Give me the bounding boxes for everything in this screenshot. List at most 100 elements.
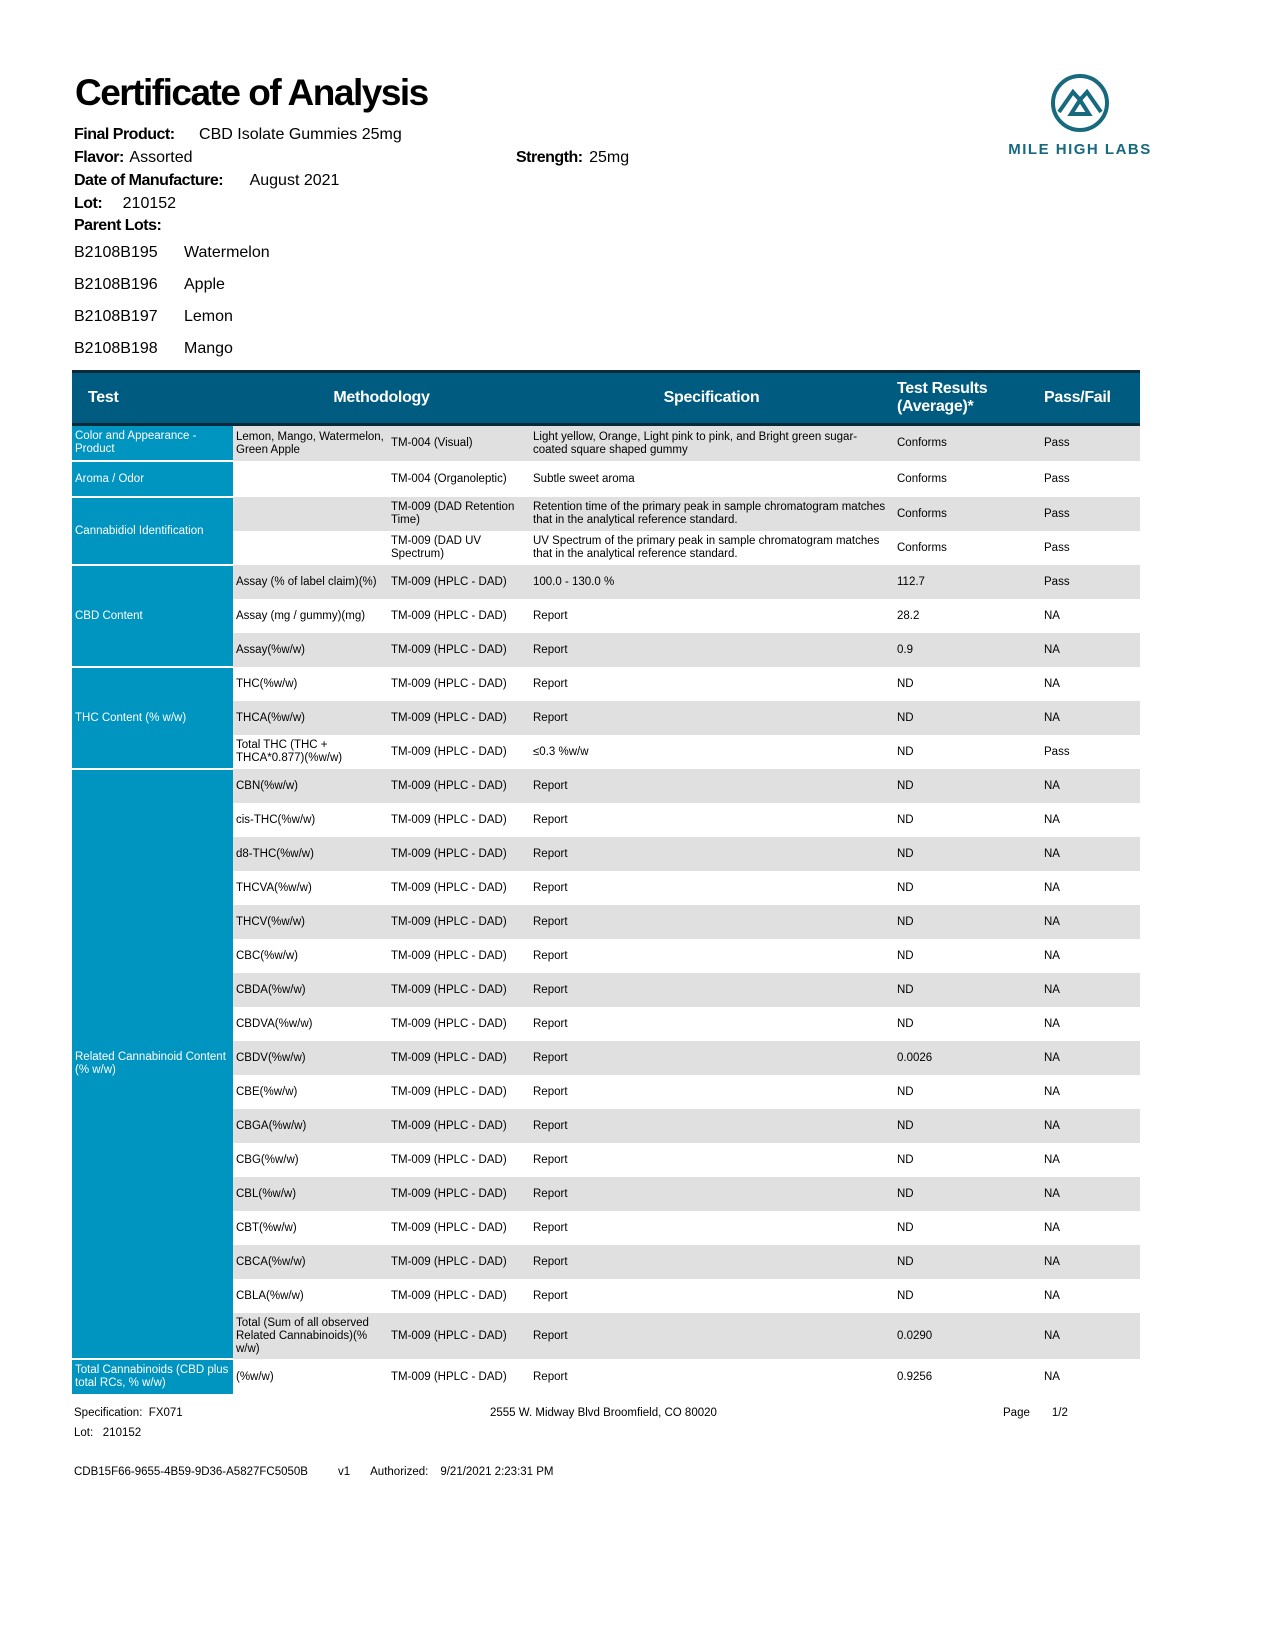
table-row: Assay(%w/w) TM-009 (HPLC - DAD) Report 0.9 N… [72,633,1140,667]
specification: Retention time of the primary peak in sa… [530,497,893,531]
pass-fail: NA [1040,701,1140,735]
sub-test: CBGA(%w/w) [233,1109,388,1143]
test-result: ND [897,745,914,758]
table-row: Assay (mg / gummy)(mg) TM-009 (HPLC - DAD… [72,599,1140,633]
pass-fail: NA [1044,881,1060,894]
table-row: CBGA(%w/w) TM-009 (HPLC - DAD) Report ND NA [72,1109,1140,1143]
header-methodology: Methodology [233,370,530,426]
footer-address: 2555 W. Midway Blvd Broomfield, CO 80020 [490,1407,717,1419]
pass-fail: NA [1040,1109,1140,1143]
parent-lot: B2108B195 Watermelon [74,244,270,261]
sub-test: CBT(%w/w) [236,1221,297,1234]
test-result: ND [893,1109,1040,1143]
pass-fail: NA [1044,609,1060,622]
pass-fail: NA [1040,1245,1140,1279]
table-row: CBDA(%w/w) TM-009 (HPLC - DAD) Report ND NA [72,973,1140,1007]
test-name: Color and Appearance - Product [72,424,233,462]
pass-fail: Pass [1044,472,1070,485]
methodology: TM-009 (HPLC - DAD) [388,973,530,1007]
test-name: CBD Content [72,565,233,668]
test-result: 0.9 [893,633,1040,667]
pass-fail: Pass [1040,424,1140,461]
header-results: Test Results (Average)* [893,370,1040,426]
table-row: THCVA(%w/w) TM-009 (HPLC - DAD) Report ND NA [72,871,1140,905]
specification: Report [533,1017,568,1030]
test-result: Conforms [893,497,1040,531]
specification: Report [530,1177,893,1211]
sub-test: CBG(%w/w) [236,1153,299,1166]
header-pass-fail: Pass/Fail [1040,370,1140,426]
table-row: CBG(%w/w) TM-009 (HPLC - DAD) Report ND NA [72,1143,1140,1177]
test-name: THC Content (% w/w) [72,667,233,770]
pass-fail: NA [1040,1177,1140,1211]
sub-test: Total THC (THC + THCA*0.877)(%w/w) [236,739,343,764]
specification: Report [533,1289,568,1302]
date-of-manufacture: Date of Manufacture: August 2021 [74,172,340,189]
table-row: CBCA(%w/w) TM-009 (HPLC - DAD) Report ND NA [72,1245,1140,1279]
test-result: ND [893,701,1040,735]
specification: Report [533,677,568,690]
sub-test: Assay (mg / gummy)(mg) [236,609,366,622]
sub-test: cis-THC(%w/w) [236,813,316,826]
parent-lot: B2108B196 Apple [74,276,225,293]
specification: Report [533,949,568,962]
strength: Strength: 25mg [516,149,630,166]
sub-test [233,531,388,565]
table-row: CBDV(%w/w) TM-009 (HPLC - DAD) Report 0.002… [72,1041,1140,1075]
logo-text: MILE HIGH LABS [1008,141,1152,158]
specification: Report [533,1085,568,1098]
specification: Report [533,881,568,894]
methodology: TM-009 (HPLC - DAD) [391,1289,507,1302]
specification: Report [533,813,568,826]
test-result: ND [897,881,914,894]
specification: ≤0.3 %w/w [533,745,589,758]
test-result: ND [893,1177,1040,1211]
specification: Report [530,973,893,1007]
methodology: TM-009 (HPLC - DAD) [388,769,530,803]
table-row: Related Cannabinoid Content (% w/w) CBN(%… [72,769,1140,1360]
methodology: TM-009 (HPLC - DAD) [391,609,507,622]
pass-fail: NA [1040,1041,1140,1075]
pass-fail: NA [1044,677,1060,690]
methodology: TM-009 (HPLC - DAD) [388,701,530,735]
test-result: Conforms [897,472,947,485]
table-row: d8-THC(%w/w) TM-009 (HPLC - DAD) Report ND N… [72,837,1140,871]
methodology: TM-009 (HPLC - DAD) [391,1370,507,1383]
specification: 100.0 - 130.0 % [530,565,893,599]
specification: Report [530,1041,893,1075]
methodology: TM-009 (HPLC - DAD) [391,881,507,894]
sub-test: THCA(%w/w) [233,701,388,735]
sub-test: THCVA(%w/w) [236,881,312,894]
test-result: 0.0026 [893,1041,1040,1075]
specification: Report [530,1109,893,1143]
test-result: ND [897,1289,914,1302]
sub-test: CBN(%w/w) [233,769,388,803]
test-result: Conforms [893,424,1040,461]
sub-test: CBDVA(%w/w) [236,1017,313,1030]
flavor: Flavor: Assorted [74,149,193,166]
test-result: ND [893,905,1040,939]
test-result: ND [897,813,914,826]
methodology: TM-009 (HPLC - DAD) [388,633,530,667]
test-result: 28.2 [897,609,920,622]
methodology: TM-009 (HPLC - DAD) [388,1313,530,1359]
table-row: CBLA(%w/w) TM-009 (HPLC - DAD) Report ND NA [72,1279,1140,1313]
footer-specification: Specification: FX071 [74,1407,183,1419]
specification: Report [533,1153,568,1166]
methodology: TM-009 (HPLC - DAD) [391,813,507,826]
methodology: TM-009 (HPLC - DAD) [388,1109,530,1143]
table-row: CBD Content Assay (% of label claim)(%) TM… [72,565,1140,668]
methodology: TM-009 (HPLC - DAD) [391,1221,507,1234]
table-row: THCA(%w/w) TM-009 (HPLC - DAD) Report ND NA [72,701,1140,735]
table-row: CBDVA(%w/w) TM-009 (HPLC - DAD) Report ND NA [72,1007,1140,1041]
methodology: TM-009 (DAD UV Spectrum) [391,535,482,560]
test-result: ND [897,1221,914,1234]
table-row: Total THC (THC + THCA*0.877)(%w/w) TM-009… [72,735,1140,769]
pass-fail: Pass [1040,497,1140,531]
test-name: Total Cannabinoids (CBD plus total RCs, … [72,1359,233,1396]
specification: Report [530,769,893,803]
sub-test: (%w/w) [236,1370,274,1383]
methodology: TM-009 (HPLC - DAD) [391,949,507,962]
test-name: Related Cannabinoid Content (% w/w) [72,769,233,1360]
